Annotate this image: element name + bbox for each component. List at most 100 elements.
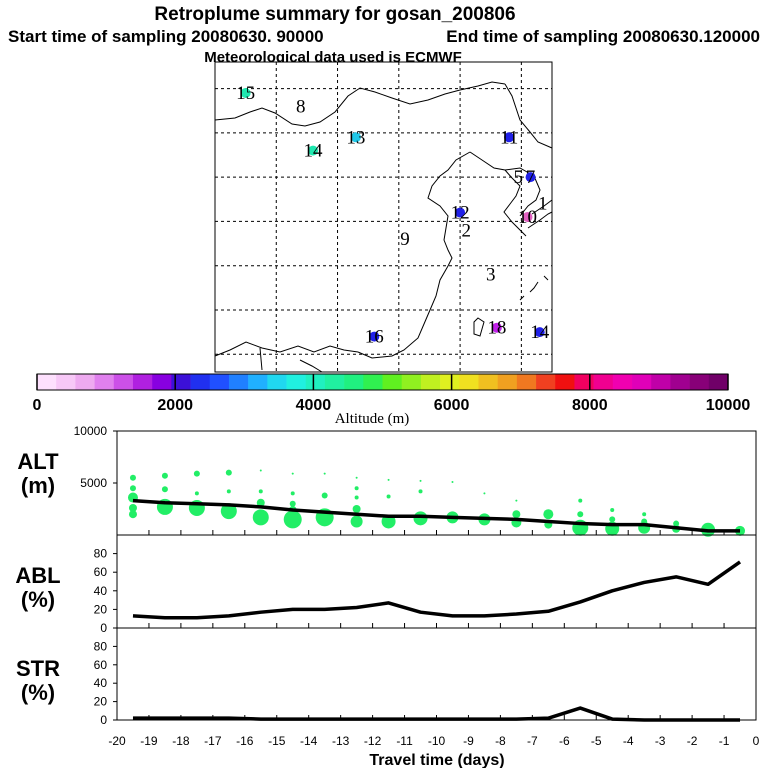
scatter-point	[609, 516, 616, 523]
x-tick-label: 0	[753, 734, 760, 748]
colorbar-swatch	[574, 374, 594, 390]
scatter-point	[451, 480, 454, 483]
map-marker-label: 10	[518, 207, 537, 228]
x-axis: -20 -19 -18 -17 -16 -15 -14 -13 -12 -11 -10 -9 -8 -7-…	[108, 734, 759, 748]
scatter-point	[193, 470, 200, 477]
scatter-point	[483, 492, 486, 495]
scatter-point	[128, 503, 137, 512]
colorbar-swatch	[171, 374, 191, 390]
colorbar-swatch	[190, 374, 211, 390]
y-tick-label: 80	[94, 547, 108, 561]
colorbar-swatch	[132, 374, 153, 390]
scatter-point	[256, 498, 265, 507]
map-marker-dot	[491, 322, 502, 333]
y-tick-label: 40	[94, 676, 108, 690]
scatter-point	[194, 491, 199, 496]
colorbar-tick-label: 8000	[572, 397, 608, 414]
x-tick-label: -15	[268, 734, 286, 748]
x-tick-label: -1	[719, 734, 730, 748]
panel-label: ABL	[15, 563, 60, 588]
x-tick-label: -4	[623, 734, 634, 748]
map-markers: 15 8 13 14 11 5 71 12 10 2 9 3 18 14 16	[236, 83, 550, 348]
x-tick-label: -18	[172, 734, 190, 748]
map-marker-label: 14	[530, 322, 550, 343]
scatter-point	[283, 510, 302, 529]
y-tick-label: 60	[94, 565, 108, 579]
y-tick-label: 5000	[80, 476, 107, 490]
panel-2: STR(%) 80 60 40 20 0	[16, 627, 757, 727]
map-marker-label: 18	[487, 318, 506, 339]
x-tick-label: -17	[204, 734, 222, 748]
panel-label: (m)	[21, 473, 55, 498]
map-marker-dot	[240, 88, 251, 98]
scatter-point	[128, 510, 137, 519]
y-tick-label: 20	[94, 695, 108, 709]
colorbar-swatch	[75, 374, 95, 390]
map-marker-label: 1	[538, 194, 548, 215]
scatter-point	[512, 510, 521, 519]
colorbar-swatch	[113, 374, 134, 390]
start-time-label: Start time of sampling 20080630. 90000	[8, 27, 324, 46]
colorbar-swatch	[651, 374, 671, 390]
colorbar-swatch	[689, 374, 710, 390]
colorbar-swatch	[324, 374, 345, 390]
colorbar-tick-label: 10000	[706, 397, 751, 414]
map-gridlines	[215, 62, 552, 372]
panel-label: (%)	[21, 680, 55, 705]
map-frame	[214, 61, 553, 373]
panel-label: STR	[16, 656, 60, 681]
x-tick-label: -5	[591, 734, 602, 748]
y-tick-label: 20	[94, 602, 108, 616]
scatter-point	[323, 472, 326, 475]
x-tick-label: -8	[495, 734, 506, 748]
x-tick-label: -20	[108, 734, 126, 748]
map-coastlines	[214, 81, 553, 373]
map-panel: 15 8 13 14 11 5 71 12 10 2 9 3 18 14 16	[214, 61, 553, 373]
scatter-point	[577, 511, 584, 518]
x-tick-label: -16	[236, 734, 254, 748]
colorbar-swatch	[382, 374, 402, 390]
scatter-point	[258, 489, 263, 494]
panel-label: (%)	[21, 587, 55, 612]
colorbar-swatch	[363, 374, 383, 390]
scatter-point	[291, 472, 294, 475]
x-tick-label: -14	[300, 734, 318, 748]
map-marker-label: 2	[461, 220, 471, 241]
scatter-point	[161, 486, 168, 493]
colorbar-swatch	[555, 374, 575, 390]
scatter-point	[290, 491, 295, 496]
colorbar-tick-label: 4000	[296, 397, 332, 414]
x-tick-label: -6	[559, 734, 570, 748]
scatter-point	[225, 469, 232, 476]
map-marker-dot	[534, 327, 545, 338]
colorbar-swatch	[670, 374, 690, 390]
colorbar-swatch	[94, 374, 115, 390]
panel-frame	[116, 627, 757, 721]
scatter-point	[543, 509, 554, 520]
colorbar-swatch	[248, 374, 268, 390]
map-marker-label: 13	[346, 127, 365, 148]
x-tick-label: -7	[527, 734, 538, 748]
colorbar-tick-label: 0	[33, 397, 42, 414]
colorbar-swatch	[267, 374, 287, 390]
colorbar-swatch	[708, 374, 729, 390]
scatter-point	[129, 485, 136, 492]
scatter-point	[386, 494, 391, 499]
scatter-point	[352, 505, 361, 513]
map-marker-dot	[504, 132, 515, 143]
scatter-point	[610, 508, 615, 513]
time-series-panels: ALT(m)100005000ABL(%)806040200STR(%)8060…	[15, 424, 757, 727]
colorbar-tick-label: 2000	[157, 397, 193, 414]
series-line	[132, 498, 741, 533]
scatter-point	[129, 474, 136, 481]
end-time-label: End time of sampling 20080630.120000	[446, 27, 760, 46]
colorbar-swatch	[612, 374, 633, 390]
colorbar-label: Altitude (m)	[335, 411, 410, 427]
panel-label: ALT	[17, 449, 59, 474]
colorbar-swatch	[478, 374, 498, 390]
colorbar-swatch	[536, 374, 556, 390]
scatter-point	[321, 492, 328, 499]
map-marker-label: 15	[236, 83, 255, 104]
colorbar-swatch	[286, 374, 307, 390]
x-tick-label: -9	[463, 734, 474, 748]
